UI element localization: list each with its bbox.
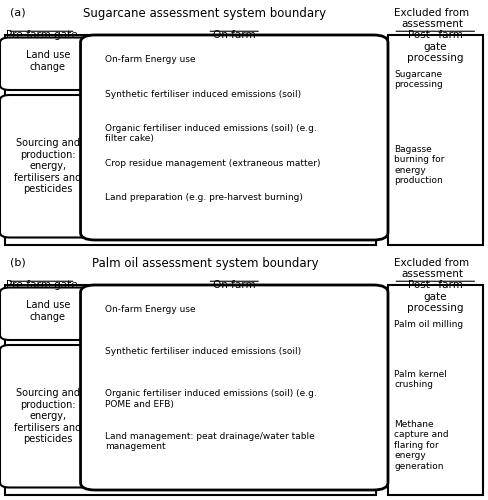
Text: (a): (a): [10, 8, 25, 18]
FancyBboxPatch shape: [0, 288, 95, 340]
Text: Crop residue management (extraneous matter): Crop residue management (extraneous matt…: [105, 158, 321, 168]
Text: Organic fertiliser induced emissions (soil) (e.g.
POME and EFB): Organic fertiliser induced emissions (so…: [105, 390, 317, 409]
Text: Pre-farm gate: Pre-farm gate: [6, 30, 77, 40]
Text: Sugarcane
processing: Sugarcane processing: [394, 70, 443, 89]
Text: Excluded from
assessment: Excluded from assessment: [394, 258, 469, 279]
Text: Bagasse
burning for
energy
production: Bagasse burning for energy production: [394, 145, 445, 185]
FancyBboxPatch shape: [0, 38, 95, 90]
Text: Palm oil milling: Palm oil milling: [394, 320, 464, 329]
Text: Pre-farm gate: Pre-farm gate: [6, 280, 77, 290]
FancyBboxPatch shape: [388, 285, 483, 495]
Text: Land preparation (e.g. pre-harvest burning): Land preparation (e.g. pre-harvest burni…: [105, 193, 303, 202]
Text: Land use
change: Land use change: [26, 50, 70, 72]
Text: Sugarcane assessment system boundary: Sugarcane assessment system boundary: [83, 8, 326, 20]
Text: Post –farm
gate
processing: Post –farm gate processing: [407, 280, 464, 313]
Text: Methane
capture and
flaring for
energy
generation: Methane capture and flaring for energy g…: [394, 420, 449, 470]
Text: On farm: On farm: [213, 280, 256, 290]
FancyBboxPatch shape: [0, 95, 95, 238]
Text: Organic fertiliser induced emissions (soil) (e.g.
filter cake): Organic fertiliser induced emissions (so…: [105, 124, 317, 144]
Text: On-farm Energy use: On-farm Energy use: [105, 305, 196, 314]
Text: Land use
change: Land use change: [26, 300, 70, 322]
Text: Palm kernel
crushing: Palm kernel crushing: [394, 370, 447, 390]
Text: Post –farm
gate
processing: Post –farm gate processing: [407, 30, 464, 63]
FancyBboxPatch shape: [81, 285, 388, 490]
Text: (b): (b): [10, 258, 25, 268]
Text: Synthetic fertiliser induced emissions (soil): Synthetic fertiliser induced emissions (…: [105, 90, 301, 98]
Text: Palm oil assessment system boundary: Palm oil assessment system boundary: [92, 258, 318, 270]
FancyBboxPatch shape: [5, 285, 376, 495]
Text: Sourcing and
production:
energy,
fertilisers and
pesticides: Sourcing and production: energy, fertili…: [14, 138, 81, 194]
Text: Land management: peat drainage/water table
management: Land management: peat drainage/water tab…: [105, 432, 315, 451]
FancyBboxPatch shape: [0, 345, 95, 488]
Text: On farm: On farm: [213, 30, 256, 40]
Text: Sourcing and
production:
energy,
fertilisers and
pesticides: Sourcing and production: energy, fertili…: [14, 388, 81, 444]
Text: On-farm Energy use: On-farm Energy use: [105, 55, 196, 64]
FancyBboxPatch shape: [81, 35, 388, 240]
Text: Synthetic fertiliser induced emissions (soil): Synthetic fertiliser induced emissions (…: [105, 347, 301, 356]
FancyBboxPatch shape: [388, 35, 483, 245]
Text: Excluded from
assessment: Excluded from assessment: [394, 8, 469, 29]
FancyBboxPatch shape: [5, 35, 376, 245]
